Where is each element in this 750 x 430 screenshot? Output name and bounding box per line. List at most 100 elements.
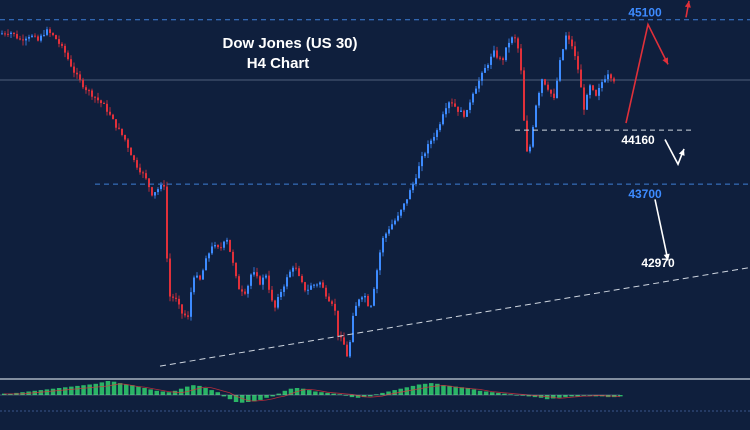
- candle-body: [79, 74, 81, 80]
- histogram-bar: [75, 385, 80, 395]
- candle-body: [259, 276, 261, 285]
- candle-body: [583, 87, 585, 110]
- histogram-bar: [166, 392, 172, 395]
- histogram-bar: [453, 386, 458, 395]
- histogram-bar: [185, 386, 190, 395]
- candle-body: [451, 102, 453, 104]
- candle-body: [202, 270, 204, 280]
- histogram-bar: [532, 395, 538, 398]
- histogram-bar: [246, 395, 251, 402]
- candle-body: [136, 160, 138, 168]
- candle-body: [508, 42, 510, 48]
- histogram-bar: [215, 392, 220, 395]
- candle-body: [337, 310, 339, 336]
- histogram-bar: [416, 384, 422, 395]
- candle-body: [445, 108, 447, 115]
- candle-body: [610, 74, 612, 79]
- candle-body: [103, 103, 105, 105]
- separator-lines: [0, 79, 750, 412]
- candle-body: [409, 190, 411, 200]
- candle-body: [568, 35, 570, 40]
- candle-body: [145, 173, 147, 179]
- candle-body: [520, 48, 522, 71]
- candle-body: [181, 304, 183, 314]
- histogram-bar: [386, 391, 391, 395]
- candle-body: [268, 275, 270, 290]
- histogram-bar: [471, 389, 477, 395]
- candle-body: [370, 305, 372, 307]
- histogram-bar: [56, 388, 62, 395]
- histogram-bar: [465, 388, 471, 395]
- candle-body: [190, 292, 192, 317]
- candle-body: [310, 285, 312, 290]
- histogram-bar: [148, 389, 153, 395]
- histogram-bar: [136, 386, 141, 395]
- candle-body: [205, 258, 207, 271]
- candle-body: [526, 120, 528, 152]
- candle-body: [196, 275, 198, 278]
- candle-body: [481, 72, 483, 81]
- candle-body: [148, 178, 150, 188]
- candle-body: [169, 258, 171, 297]
- histogram-bar: [490, 392, 495, 395]
- candle-body: [4, 33, 6, 35]
- candle-body: [382, 237, 384, 253]
- candle-body: [589, 85, 591, 95]
- candle-body: [73, 66, 75, 73]
- candle-body: [607, 74, 609, 80]
- histogram-bar: [105, 381, 111, 395]
- candle-body: [82, 79, 84, 88]
- candle-body: [106, 103, 108, 112]
- histogram-bar: [172, 390, 178, 395]
- chart-title: Dow Jones (US 30): [222, 35, 357, 52]
- candle-body: [85, 87, 87, 91]
- histogram-bar: [422, 383, 428, 395]
- candle-body: [424, 153, 426, 157]
- candle-body: [571, 39, 573, 47]
- candle-body: [109, 111, 111, 115]
- histogram-bar: [307, 390, 312, 395]
- histogram-bar: [343, 395, 349, 396]
- histogram-bar: [111, 381, 117, 395]
- candle-body: [499, 57, 501, 59]
- histogram-bar: [618, 395, 623, 397]
- histogram-bar: [276, 393, 281, 395]
- candle-body: [304, 282, 306, 291]
- candle-body: [208, 253, 210, 259]
- candle-body: [97, 97, 99, 101]
- candle-body: [253, 272, 255, 275]
- histogram-bar: [435, 383, 440, 395]
- projection-down-arrow: [654, 199, 669, 261]
- candle-body: [67, 52, 69, 60]
- candle-body: [319, 282, 321, 285]
- candle-body: [511, 37, 513, 43]
- candle-body: [142, 172, 144, 174]
- candle-body: [250, 274, 252, 286]
- histogram-bar: [477, 390, 483, 395]
- candle-body: [256, 272, 258, 277]
- candle-body: [553, 93, 555, 98]
- candle-body: [10, 32, 12, 34]
- candle-body: [172, 296, 174, 298]
- histogram-bar: [410, 385, 416, 395]
- candle-body: [316, 284, 318, 286]
- candle-body: [217, 245, 219, 248]
- candle-body: [457, 106, 459, 112]
- candle-body: [517, 38, 519, 49]
- candle-body: [400, 209, 402, 216]
- candle-body: [574, 46, 576, 57]
- histogram-bar: [203, 388, 208, 395]
- candle-body: [55, 35, 57, 40]
- candle-body: [133, 155, 135, 161]
- histogram-bar: [197, 385, 202, 395]
- candle-body: [283, 286, 285, 292]
- candle-body: [391, 224, 393, 230]
- candle-body: [598, 87, 600, 96]
- histogram-bar: [270, 395, 275, 397]
- candle-body: [415, 178, 417, 185]
- candle-body: [544, 79, 546, 85]
- candle-body: [229, 239, 231, 252]
- candle-body: [31, 35, 33, 37]
